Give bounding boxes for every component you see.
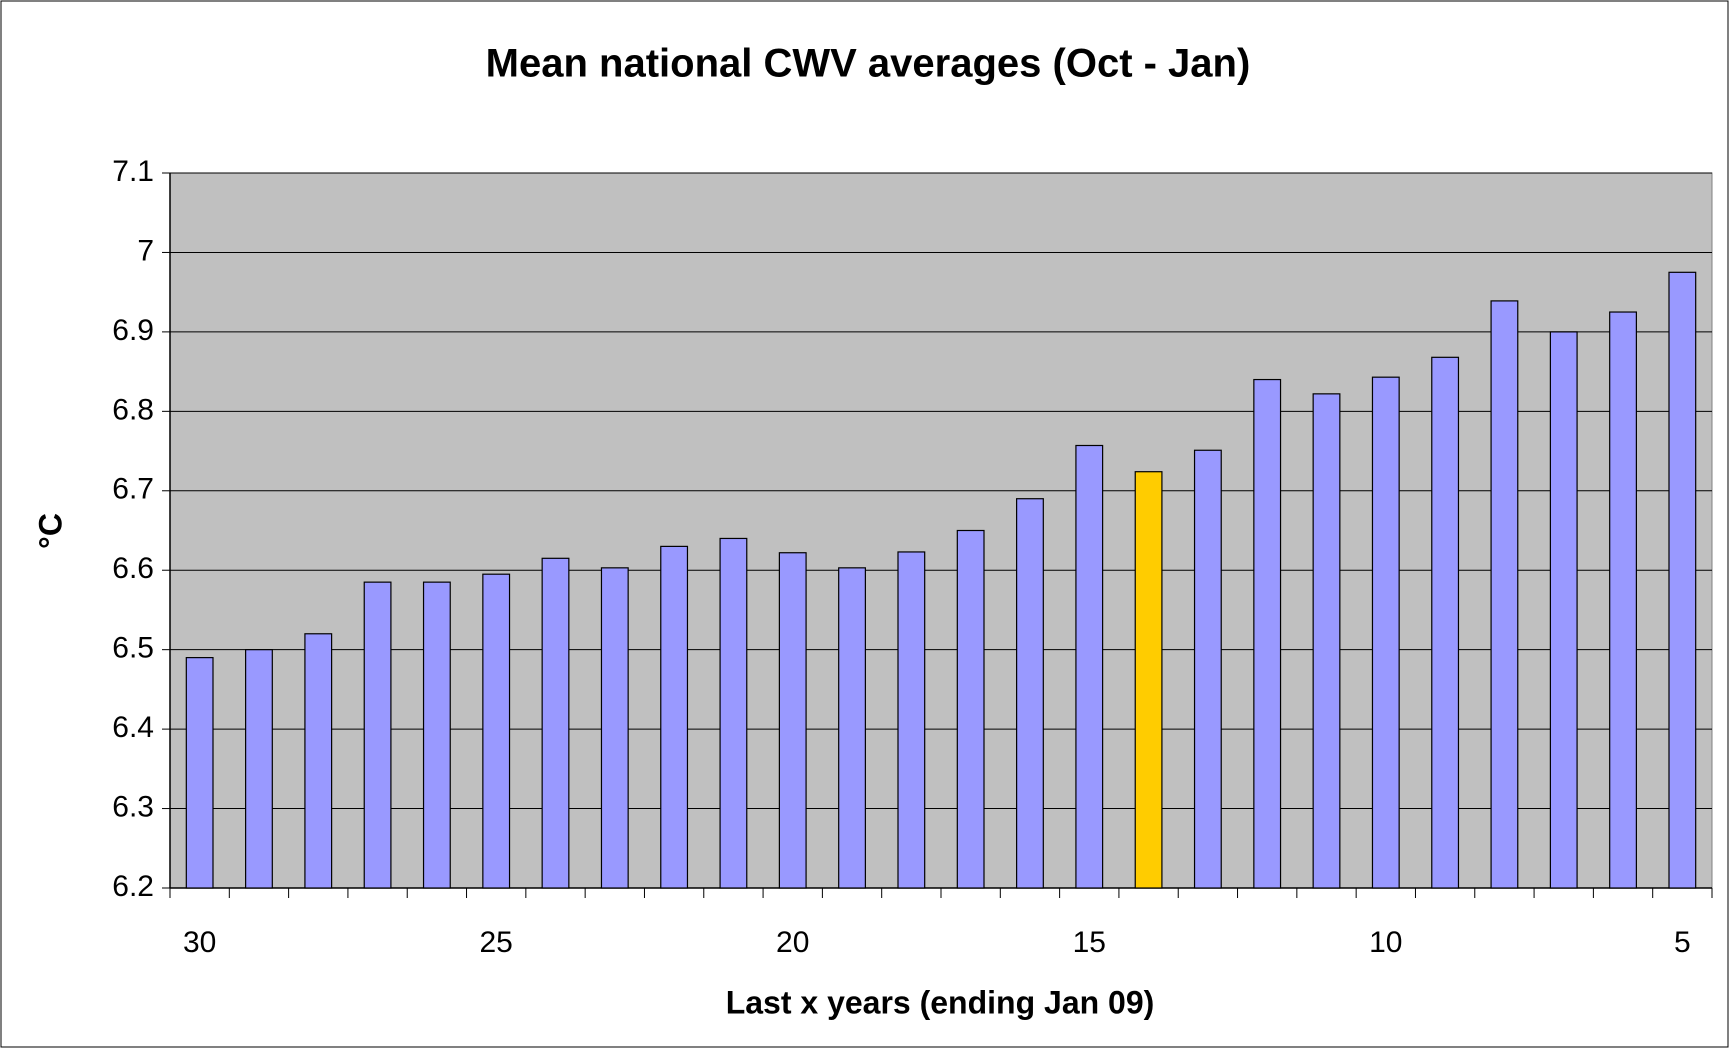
x-tick-label: 15	[1073, 926, 1106, 959]
bar	[185, 657, 214, 889]
y-axis-title: °C	[32, 513, 68, 549]
bar	[1016, 498, 1044, 889]
bar	[1371, 376, 1400, 889]
bar	[1193, 449, 1222, 889]
x-tick-label: 20	[776, 926, 809, 959]
x-tick-label: 10	[1369, 926, 1402, 959]
x-tick-label: 5	[1674, 926, 1691, 959]
y-tick-label: 6.6	[112, 552, 154, 585]
bar	[245, 649, 273, 889]
bar	[956, 529, 985, 889]
x-tick-label: 30	[183, 926, 216, 959]
y-tick-label: 6.2	[112, 870, 154, 903]
bar	[600, 567, 629, 889]
y-tick-label: 6.4	[112, 711, 154, 744]
y-tick-label: 7	[137, 234, 154, 267]
chart-title: Mean national CWV averages (Oct - Jan)	[486, 42, 1251, 86]
x-tick-label: 25	[480, 926, 513, 959]
x-axis-title: Last x years (ending Jan 09)	[726, 984, 1155, 1020]
bar	[838, 567, 866, 889]
y-tick-label: 7.1	[112, 155, 154, 188]
y-tick-label: 6.9	[112, 314, 154, 347]
bar	[1668, 271, 1697, 889]
y-tick-label: 6.3	[112, 790, 154, 823]
bar	[1549, 331, 1578, 889]
bar	[1134, 471, 1163, 889]
bar	[660, 545, 689, 889]
bar	[541, 557, 570, 889]
bar	[304, 633, 333, 889]
bar	[897, 551, 926, 889]
bar	[422, 581, 451, 889]
bar	[1075, 444, 1104, 889]
y-tick-label: 6.7	[112, 473, 154, 506]
bar	[482, 573, 511, 889]
bar	[1312, 393, 1341, 889]
bar	[1490, 300, 1519, 889]
bar	[719, 537, 748, 889]
bar	[1431, 356, 1460, 889]
bar	[1253, 378, 1282, 889]
plot-area	[169, 172, 1713, 889]
y-tick-label: 6.5	[112, 632, 154, 665]
bar	[778, 552, 807, 889]
bar	[1609, 311, 1637, 889]
y-tick-label: 6.8	[112, 393, 154, 426]
bar	[363, 581, 392, 889]
